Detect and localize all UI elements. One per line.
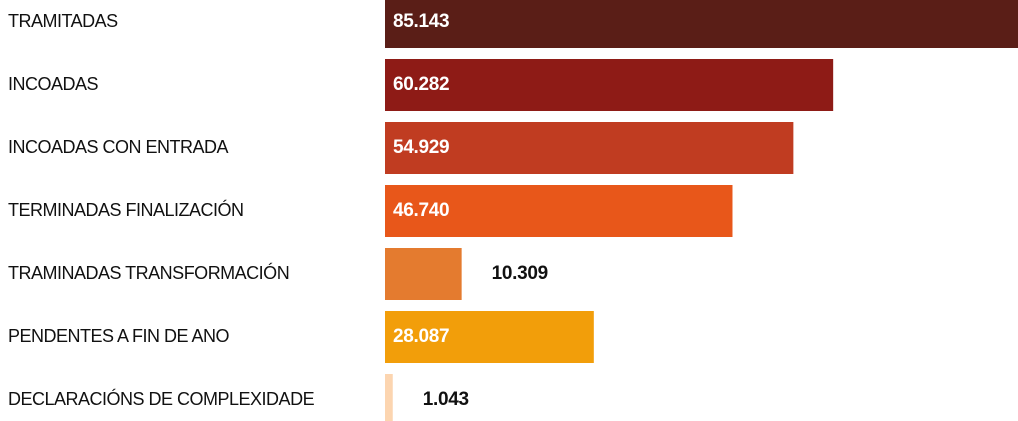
value-label: 85.143 [393, 11, 449, 32]
value-label: 28.087 [393, 326, 449, 347]
bar [385, 185, 733, 237]
bar [385, 122, 794, 174]
value-label: 1.043 [423, 389, 469, 410]
category-label: TRAMITADAS [8, 11, 118, 31]
category-label: PENDENTES A FIN DE ANO [8, 326, 230, 346]
bar [385, 374, 393, 421]
bar [385, 311, 594, 363]
bar [385, 0, 1018, 48]
category-label: TRAMINADAS TRANSFORMACIÓN [8, 262, 289, 283]
bar [385, 248, 462, 300]
value-label: 10.309 [492, 263, 548, 284]
category-label: INCOADAS [8, 74, 99, 94]
category-label: INCOADAS CON ENTRADA [8, 137, 229, 157]
value-label: 46.740 [393, 200, 449, 221]
bar [385, 59, 834, 111]
value-label: 54.929 [393, 137, 449, 158]
category-label: DECLARACIÓNS DE COMPLEXIDADE [8, 388, 315, 409]
value-label: 60.282 [393, 74, 449, 95]
category-label: TERMINADAS FINALIZACIÓN [8, 199, 244, 220]
